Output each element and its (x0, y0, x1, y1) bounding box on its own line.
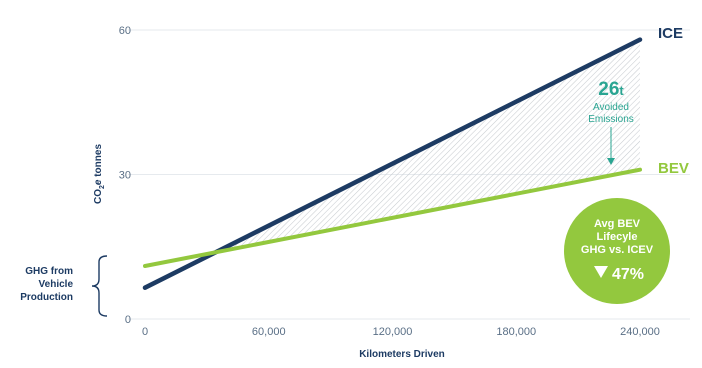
bev-series-label: BEV (658, 160, 689, 177)
down-triangle-icon (594, 266, 608, 278)
y-tick-label-60: 60 (119, 25, 131, 37)
x-tick-label-180000: 180,000 (496, 326, 536, 338)
y-tick-label-30: 30 (119, 170, 131, 182)
x-axis-title: Kilometers Driven (359, 349, 445, 360)
badge-value: 47% (612, 266, 644, 283)
production-brace (91, 255, 108, 317)
x-tick-label-0: 0 (142, 326, 148, 338)
x-tick-label-240000: 240,000 (620, 326, 660, 338)
production-label-line2: Vehicle (39, 279, 74, 290)
badge-line1: Avg BEV (594, 218, 641, 230)
badge-line3: GHG vs. ICEV (581, 244, 654, 256)
bev-series-line (143, 167, 642, 269)
y-axis-title: CO2e tonnes (93, 144, 106, 204)
avoided-emissions-label-line1: Avoided (593, 102, 629, 113)
avoided-emissions-label-line2: Emissions (588, 114, 634, 125)
y-tick-label-0: 0 (125, 314, 131, 326)
avoided-emissions-value: 26t (598, 79, 624, 100)
production-label-line3: Production (20, 292, 73, 303)
x-tick-label-60000: 60,000 (252, 326, 286, 338)
badge-line2: Lifecyle (597, 231, 638, 243)
x-tick-label-120000: 120,000 (373, 326, 413, 338)
down-arrow-icon (607, 158, 615, 165)
ice-series-label: ICE (658, 25, 683, 42)
lifecycle-badge (564, 198, 670, 304)
production-label-line1: GHG from (25, 266, 73, 277)
ice-series-line (142, 37, 643, 290)
